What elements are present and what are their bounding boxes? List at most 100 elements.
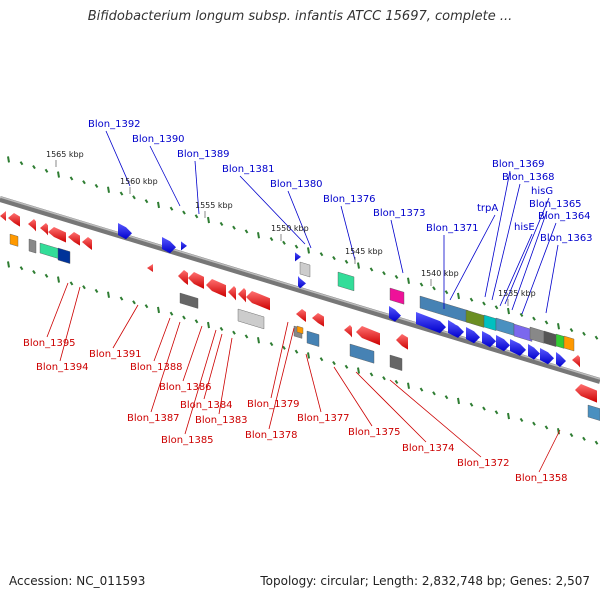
gene-box [465,309,485,328]
reverse-label-line [46,282,69,338]
forward-gene-label[interactable]: Blon_1373 [373,208,426,219]
tick-mark-upper [407,277,410,284]
tick-mark-upper [382,271,386,276]
reverse-label-line [389,379,482,458]
reverse-gene-label[interactable]: Blon_1358 [515,473,568,484]
gene-box [39,242,61,260]
gene-box [237,308,265,330]
reverse-gene-arrow [48,227,66,243]
reverse-gene-arrow [82,237,92,251]
tick-mark-upper [469,297,474,302]
tick-mark-lower [494,410,499,415]
forward-gene-arrow [556,352,566,368]
reverse-gene-label[interactable]: Blon_1387 [127,413,180,424]
gene-box [543,330,557,347]
reverse-gene-label[interactable]: Blon_1384 [180,400,233,411]
forward-gene-label[interactable]: Blon_1376 [323,194,376,205]
tick-mark-upper [207,216,210,224]
tick-mark-upper [557,323,560,330]
tick-mark-lower [307,352,310,359]
forward-label-line [149,145,181,207]
forward-gene-label[interactable]: Blon_1381 [222,164,275,175]
gene-box [389,287,405,305]
reverse-gene-arrow [575,384,597,403]
tick-mark-lower [457,397,460,405]
gene-box [389,354,403,371]
gene-features [0,211,600,421]
forward-gene-label[interactable]: hisG [531,186,553,197]
kbp-tick-label: 1560 kbp [120,177,158,186]
reverse-label-line [333,366,373,427]
reverse-label-line [182,325,203,382]
reverse-gene-label[interactable]: Blon_1391 [89,349,142,360]
tick-mark-lower [369,372,374,377]
forward-gene-label[interactable]: Blon_1371 [426,223,479,234]
kbp-tick-track [7,156,599,445]
forward-gene-label[interactable]: Blon_1389 [177,149,230,160]
genome-info-text: Topology: circular; Length: 2,832,748 bp… [260,574,590,588]
forward-gene-label[interactable]: Blon_1364 [538,211,591,222]
reverse-gene-label[interactable]: Blon_1375 [348,427,401,438]
forward-gene-arrow [298,276,306,289]
kbp-tick-label: 1555 kbp [195,201,233,210]
tick-mark-upper [69,176,74,181]
tick-mark-upper [169,206,174,211]
reverse-gene-label[interactable]: Blon_1385 [161,435,214,446]
reverse-gene-label[interactable]: Blon_1372 [457,458,510,469]
reverse-gene-label[interactable]: Blon_1374 [402,443,455,454]
reverse-label-line [355,371,427,443]
reverse-gene-label[interactable]: Blon_1386 [159,382,212,393]
tick-mark-lower [419,387,424,392]
reverse-gene-arrow [246,291,270,311]
gene-box [513,323,533,342]
forward-label-line [390,219,404,274]
tick-mark-upper [194,214,199,219]
tick-mark-lower [269,341,274,347]
reverse-gene-label[interactable]: Blon_1383 [195,415,248,426]
tick-mark-upper [282,240,286,245]
forward-gene-label[interactable]: trpA [477,203,498,214]
reverse-label-line [538,429,561,473]
forward-gene-arrow [118,223,132,240]
tick-mark-upper [432,286,436,291]
tick-mark-lower [569,432,574,438]
tick-mark-lower [357,367,360,374]
kbp-tick-label: 1565 kbp [46,150,84,159]
forward-gene-arrow [510,339,526,356]
forward-gene-label[interactable]: Blon_1363 [540,233,593,244]
forward-gene-label[interactable]: Blon_1390 [132,134,185,145]
forward-label-line [340,205,356,261]
reverse-gene-label[interactable]: Blon_1379 [247,399,300,410]
kbp-tick-label: 1550 kbp [271,224,309,233]
tick-mark-upper [269,236,274,242]
tick-mark-lower [394,379,399,385]
forward-gene-labels[interactable]: Blon_1392 Blon_1390 Blon_1389 Blon_1381 Blon… [88,119,593,244]
forward-gene-label[interactable]: Blon_1368 [502,172,555,183]
reverse-label-line [59,286,81,362]
tick-mark-upper [544,320,549,325]
reverse-gene-label[interactable]: Blon_1394 [36,362,89,373]
reverse-gene-arrow [312,313,324,327]
forward-label-line [504,197,550,305]
forward-gene-label[interactable]: Blon_1392 [88,119,141,130]
tick-mark-lower [532,421,536,426]
tick-mark-upper [157,201,160,209]
forward-gene-label[interactable]: Blon_1380 [270,179,323,190]
reverse-gene-label[interactable]: Blon_1388 [130,362,183,373]
reverse-gene-label[interactable]: Blon_1377 [297,413,350,424]
forward-gene-label[interactable]: Blon_1365 [529,199,582,210]
forward-label-line [499,233,533,307]
reverse-gene-label[interactable]: Blon_1378 [245,430,298,441]
tick-mark-lower [382,376,386,381]
forward-label-line [287,190,312,249]
gene-box [495,317,515,336]
forward-label-line [545,244,559,314]
forward-gene-label[interactable]: Blon_1369 [492,159,545,170]
tick-mark-lower [219,326,224,331]
tick-mark-upper [482,301,486,306]
reverse-gene-label[interactable]: Blon_1395 [23,338,76,349]
reverse-gene-arrow [40,223,48,236]
forward-gene-label[interactable]: hisE [514,222,535,233]
